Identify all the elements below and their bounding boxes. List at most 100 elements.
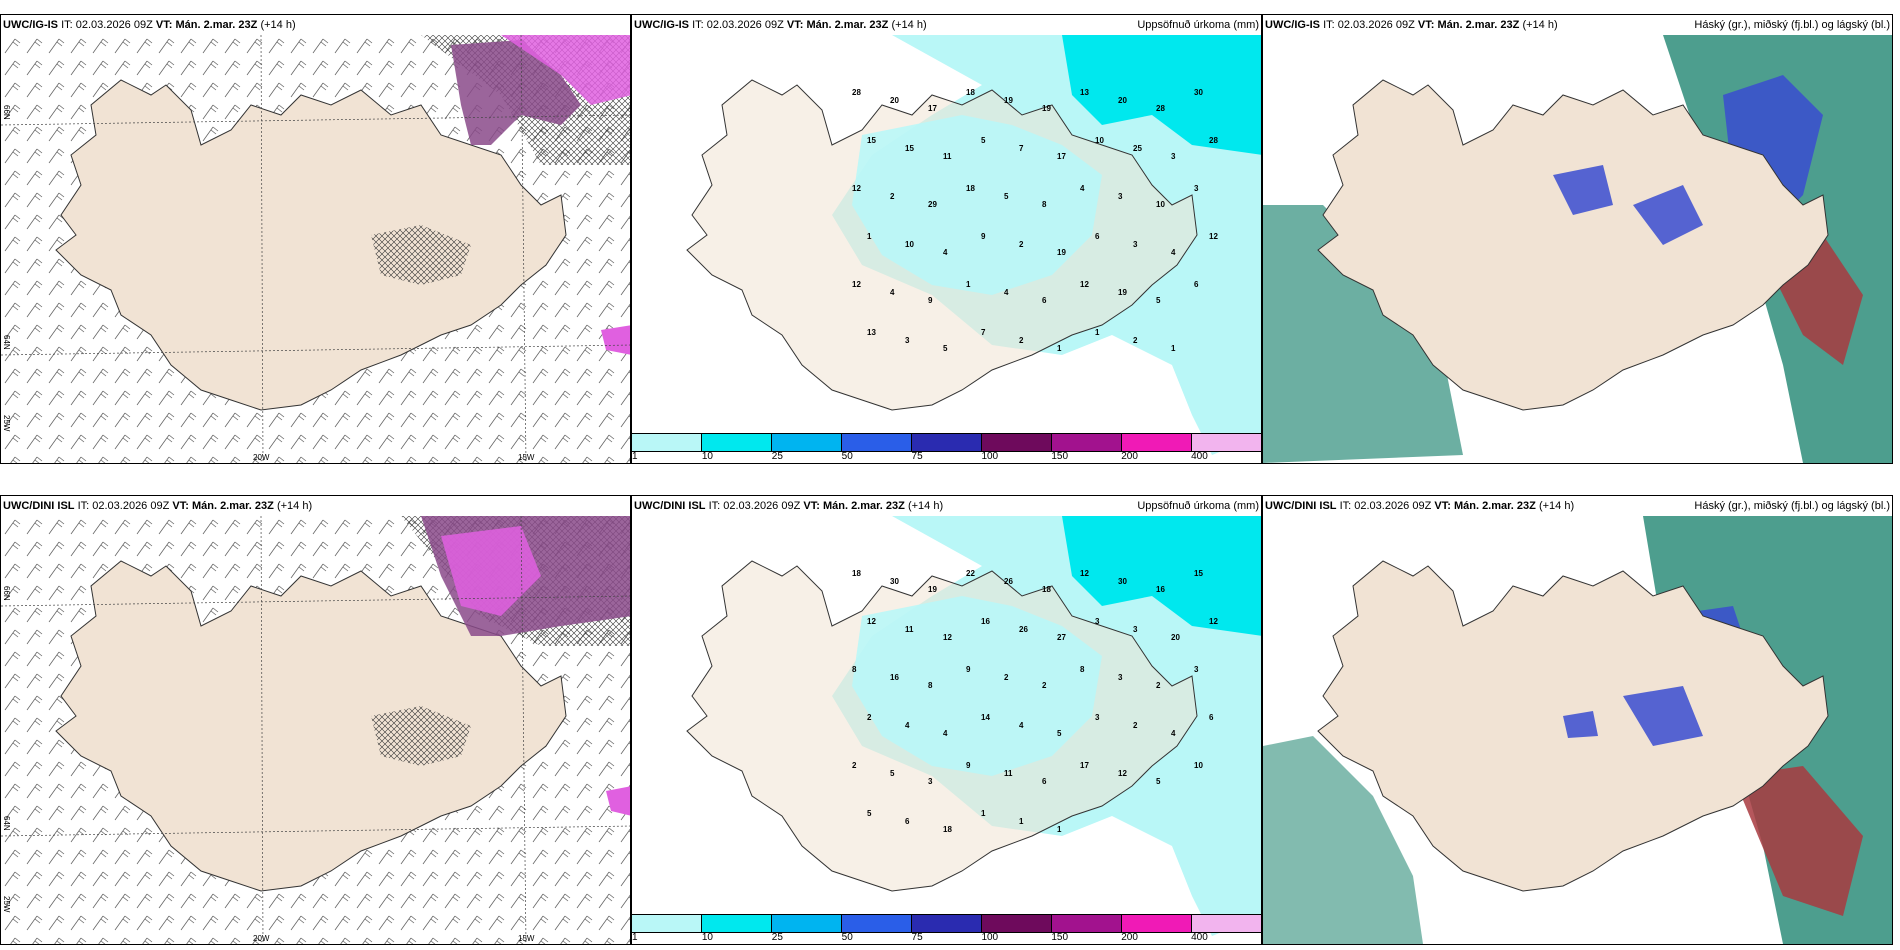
precip-value-label: 7 — [1019, 144, 1024, 153]
it-value: 02.03.2026 09Z — [1354, 500, 1432, 512]
panel-cloud-ig: UWC/IG-IS IT: 02.03.2026 09Z VT: Mán. 2.… — [1262, 14, 1893, 464]
it-label: IT: — [708, 500, 721, 512]
precip-title: Uppsöfnuð úrkoma (mm) — [1137, 19, 1259, 31]
colorbar: 1 10 25 50 75 100 150 200 400 — [632, 433, 1261, 463]
colorbar-swatch — [632, 434, 702, 451]
colorbar-swatch — [1192, 915, 1261, 932]
precip-value-label: 2 — [890, 192, 895, 201]
iceland-land — [55, 79, 567, 411]
lon-label-25w: 25W — [2, 415, 11, 432]
it-label: IT: — [1323, 19, 1335, 31]
precip-value-label: 5 — [890, 769, 895, 778]
precip-value-label: 2 — [1019, 336, 1024, 345]
precip-value-label: 10 — [905, 240, 914, 249]
colorbar-label: 400 — [1191, 932, 1208, 943]
precip-value-label: 2 — [852, 761, 857, 770]
lead-time: (+14 h) — [1538, 500, 1575, 512]
colorbar-swatch — [1052, 434, 1122, 451]
precip-value-label: 1 — [966, 280, 971, 289]
colorbar-label: 75 — [911, 451, 923, 462]
header-left: UWC/DINI ISL IT: 02.03.2026 09Z VT: Mán.… — [3, 496, 312, 516]
precip-value-label: 19 — [1057, 248, 1066, 257]
panel-precip-dini: UWC/DINI ISL IT: 02.03.2026 09Z VT: Mán.… — [631, 495, 1262, 945]
precip-value-label: 13 — [1080, 88, 1089, 97]
precip-value-label: 5 — [1156, 296, 1161, 305]
precip-value-label: 29 — [928, 200, 937, 209]
precip-value-label: 5 — [1057, 729, 1062, 738]
precip-value-label: 4 — [905, 721, 910, 730]
precip-value-label: 1 — [981, 809, 986, 818]
it-value: 02.03.2026 09Z — [75, 19, 153, 31]
precip-value-label: 10 — [1156, 200, 1165, 209]
precip-value-label: 6 — [1209, 713, 1214, 722]
precip-value-label: 8 — [1080, 665, 1085, 674]
colorbar-swatch — [1192, 434, 1261, 451]
lat-label-64: 64N — [2, 816, 11, 831]
precip-value-label: 3 — [928, 777, 933, 786]
colorbar-swatch — [1122, 915, 1192, 932]
precip-value-label: 3 — [1095, 713, 1100, 722]
precip-value-label: 6 — [1042, 777, 1047, 786]
precip-value-label: 1 — [1057, 344, 1062, 353]
precip-value-label: 5 — [867, 809, 872, 818]
precip-value-label: 2 — [1042, 681, 1047, 690]
model-name: UWC/IG-IS — [3, 19, 58, 31]
precip-value-label: 28 — [852, 88, 861, 97]
vt-value: Mán. 2.mar. 23Z — [175, 19, 258, 31]
vt-value: Mán. 2.mar. 23Z — [806, 19, 889, 31]
precip-value-label: 12 — [867, 617, 876, 626]
precip-value-label: 2 — [1004, 673, 1009, 682]
precip-value-label: 8 — [1042, 200, 1047, 209]
precip-value-label: 1 — [1095, 328, 1100, 337]
precip-value-label: 11 — [943, 152, 952, 161]
panel-header: UWC/DINI ISL IT: 02.03.2026 09Z VT: Mán.… — [1263, 496, 1892, 516]
precip-value-label: 3 — [1194, 665, 1199, 674]
precip-value-label: 6 — [1194, 280, 1199, 289]
precip-value-label: 15 — [905, 144, 914, 153]
precip-value-label: 2 — [1133, 721, 1138, 730]
colorbar-label: 200 — [1121, 932, 1138, 943]
precip-value-label: 18 — [1042, 585, 1051, 594]
precip-value-label: 4 — [1019, 721, 1024, 730]
precip-value-label: 12 — [1209, 617, 1218, 626]
header-left: UWC/DINI ISL IT: 02.03.2026 09Z VT: Mán.… — [1265, 496, 1574, 516]
it-value: 02.03.2026 09Z — [723, 500, 801, 512]
colorbar-swatch — [772, 434, 842, 451]
vt-value: Mán. 2.mar. 23Z — [1453, 500, 1536, 512]
precip-value-label: 27 — [1057, 633, 1066, 642]
panel-cloud-dini: UWC/DINI ISL IT: 02.03.2026 09Z VT: Mán.… — [1262, 495, 1893, 945]
lead-time: (+14 h) — [891, 19, 927, 31]
vt-label: VT: — [155, 19, 173, 31]
precip-map: 18 30 19 22 26 18 12 30 16 15 12 11 12 16 26 27 3 3 20 12 8 1… — [632, 516, 1261, 944]
panel-precip-ig: UWC/IG-IS IT: 02.03.2026 09Z VT: Mán. 2.… — [631, 14, 1262, 464]
cloud-title: Háský (gr.), miðský (fj.bl.) og lágský (… — [1694, 19, 1890, 31]
colorbar-label: 10 — [701, 932, 713, 943]
precip-value-label: 12 — [1209, 232, 1218, 241]
panel-wind-ig: UWC/IG-IS IT: 02.03.2026 09Z VT: Mán. 2.… — [0, 14, 631, 464]
colorbar-swatch — [772, 915, 842, 932]
precip-value-label: 8 — [852, 665, 857, 674]
precip-value-label: 3 — [1171, 152, 1176, 161]
model-name: UWC/IG-IS — [1265, 19, 1320, 31]
vt-label: VT: — [803, 500, 820, 512]
precip-value-label: 12 — [852, 280, 861, 289]
precip-value-label: 25 — [1133, 144, 1142, 153]
it-value: 02.03.2026 09Z — [1337, 19, 1415, 31]
precip-value-label: 11 — [905, 625, 914, 634]
colorbar-label: 1 — [632, 932, 638, 943]
precip-value-label: 9 — [928, 296, 933, 305]
precip-value-label: 3 — [1118, 673, 1123, 682]
vt-value: Mán. 2.mar. 23Z — [1437, 19, 1520, 31]
precip-value-label: 12 — [1080, 569, 1089, 578]
precip-value-label: 3 — [1095, 617, 1100, 626]
it-label: IT: — [77, 500, 90, 512]
precip-value-label: 2 — [1019, 240, 1024, 249]
precip-value-label: 4 — [1004, 288, 1009, 297]
vt-label: VT: — [1417, 19, 1435, 31]
model-name: UWC/DINI ISL — [1265, 500, 1337, 512]
precip-value-label: 3 — [905, 336, 910, 345]
colorbar-swatch — [982, 915, 1052, 932]
precip-value-label: 18 — [852, 569, 861, 578]
precip-value-label: 19 — [1042, 104, 1051, 113]
precip-value-label: 20 — [1171, 633, 1180, 642]
